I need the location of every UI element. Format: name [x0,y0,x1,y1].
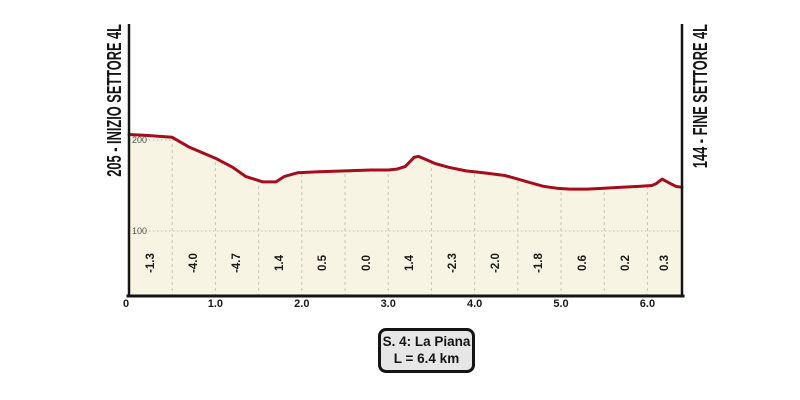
gradient-value-label: 0.2 [619,255,632,271]
gradient-value-label: -2.3 [447,253,460,273]
gradient-value-label: 1.4 [274,255,287,271]
gradient-value-label: -2.0 [490,253,503,273]
gradient-value-label: -4.0 [187,253,200,273]
gradient-value-label: 0.6 [576,255,589,271]
x-tick-label: 2.0 [294,298,310,310]
gradient-value-label: 1.4 [403,255,416,271]
gradient-value-label: -4.7 [231,253,243,273]
sector-info-length: L = 6.4 km [393,350,460,366]
y-tick-label: 100 [132,226,148,236]
gradient-value-label: -1.3 [144,253,157,273]
gradient-value-label: 0.3 [658,255,671,271]
gradient-value-label: 0.0 [360,255,373,271]
x-tick-label: 6.0 [639,298,656,310]
sector-info-box: S. 4: La Piana L = 6.4 km [378,328,475,373]
sector-start-label: 205 - INIZIO SETTORE 4L [104,24,126,177]
x-tick-label: 5.0 [553,298,569,310]
sector-end-label: 144 - FINE SETTORE 4L [690,24,712,169]
elevation-line [127,133,684,191]
x-tick-label: 4.0 [466,298,483,310]
x-tick-label: 0 [122,298,130,310]
gradient-value-label: -1.8 [533,253,546,273]
x-tick-label: 1.0 [207,298,224,310]
x-tick-label: 3.0 [380,298,396,310]
gradient-value-label: 0.5 [317,255,330,271]
elevation-area [129,134,682,296]
y-tick-label: 200 [132,135,148,145]
sector-info-title: S. 4: La Piana [382,333,471,349]
